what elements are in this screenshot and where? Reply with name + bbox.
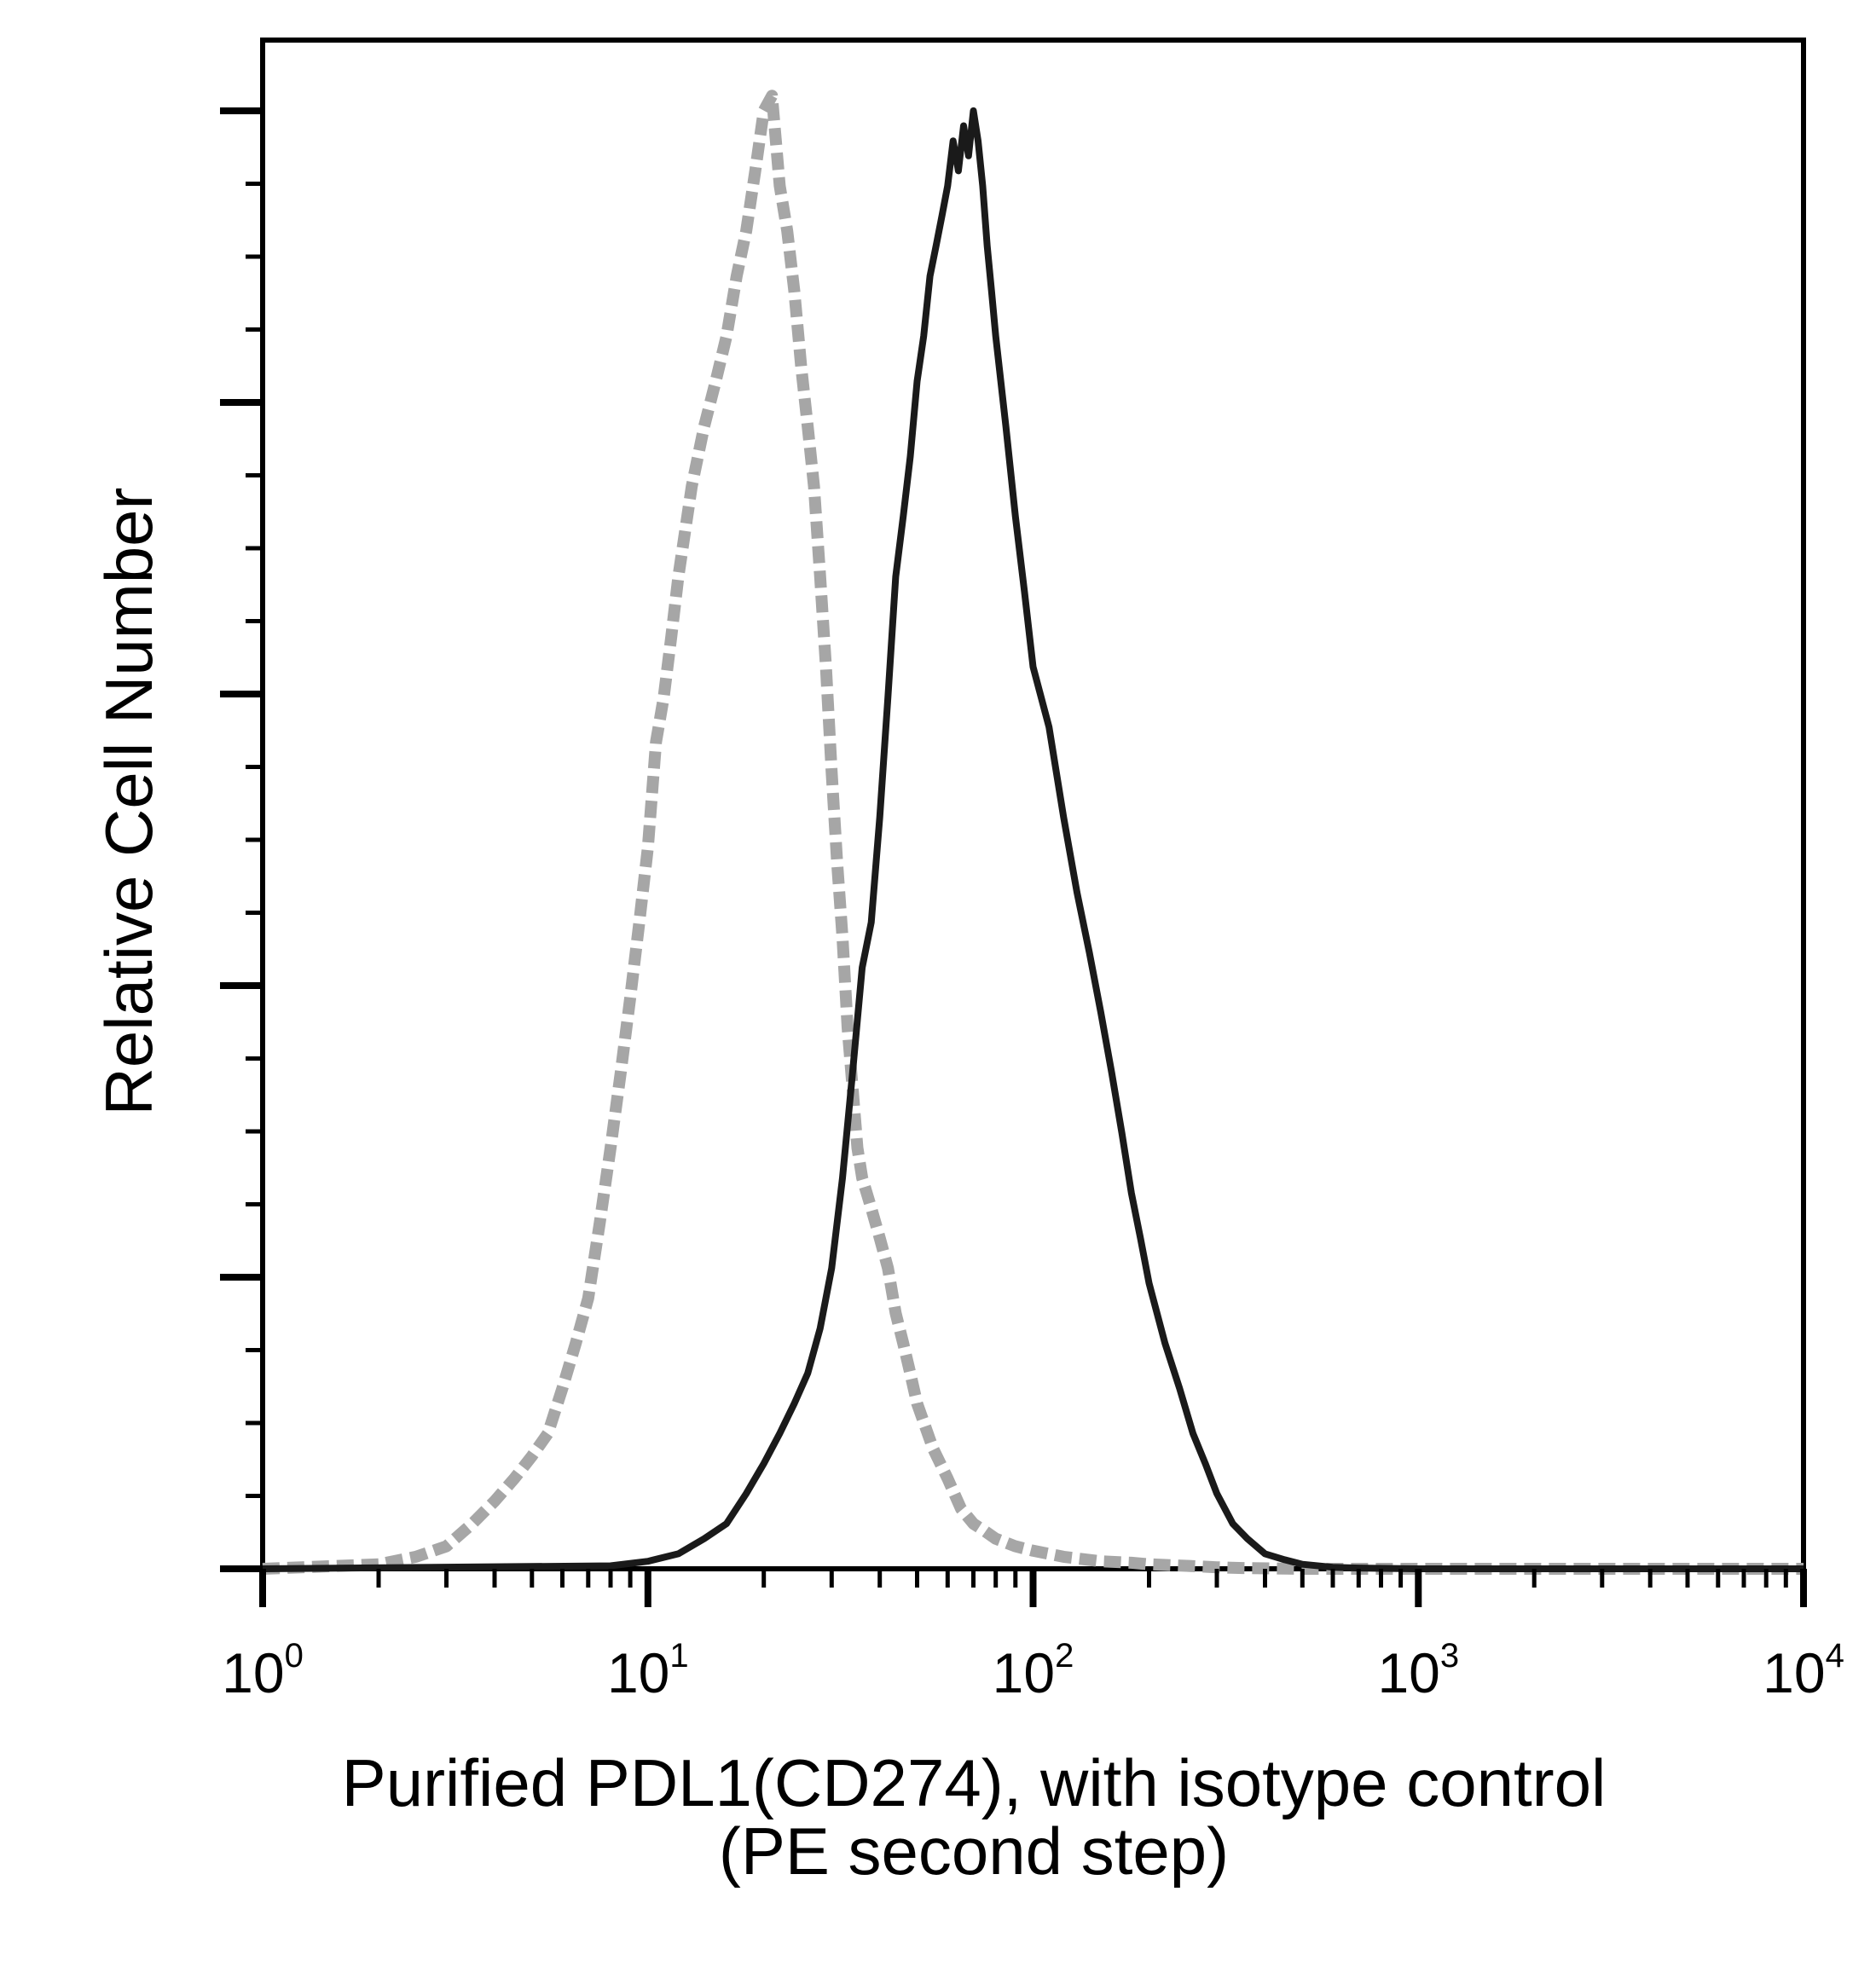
series-2-line: [262, 107, 1804, 1572]
x-tick-label: 101: [607, 1637, 689, 1704]
x-tick-label: 103: [1377, 1637, 1459, 1704]
x-tick-label: 100: [222, 1637, 304, 1704]
x-tick-label: 102: [993, 1637, 1074, 1704]
plot-frame: [260, 38, 1806, 1571]
y-axis-ticks: [220, 107, 263, 1572]
x-axis-title-line1: Purified PDL1(CD274), with isotype contr…: [342, 1745, 1607, 1820]
x-tick-label: 104: [1763, 1637, 1844, 1704]
x-axis-ticks: [259, 1569, 1807, 1607]
series-layer: [262, 90, 1804, 1575]
x-axis-tick-labels: 100 101 102 103 104: [222, 1637, 1844, 1704]
x-axis-title-line2: (PE second step): [719, 1813, 1229, 1889]
y-axis-title: Relative Cell Number: [91, 488, 166, 1116]
plot-border: [260, 38, 1806, 1571]
series-1-line: [262, 90, 1804, 1575]
